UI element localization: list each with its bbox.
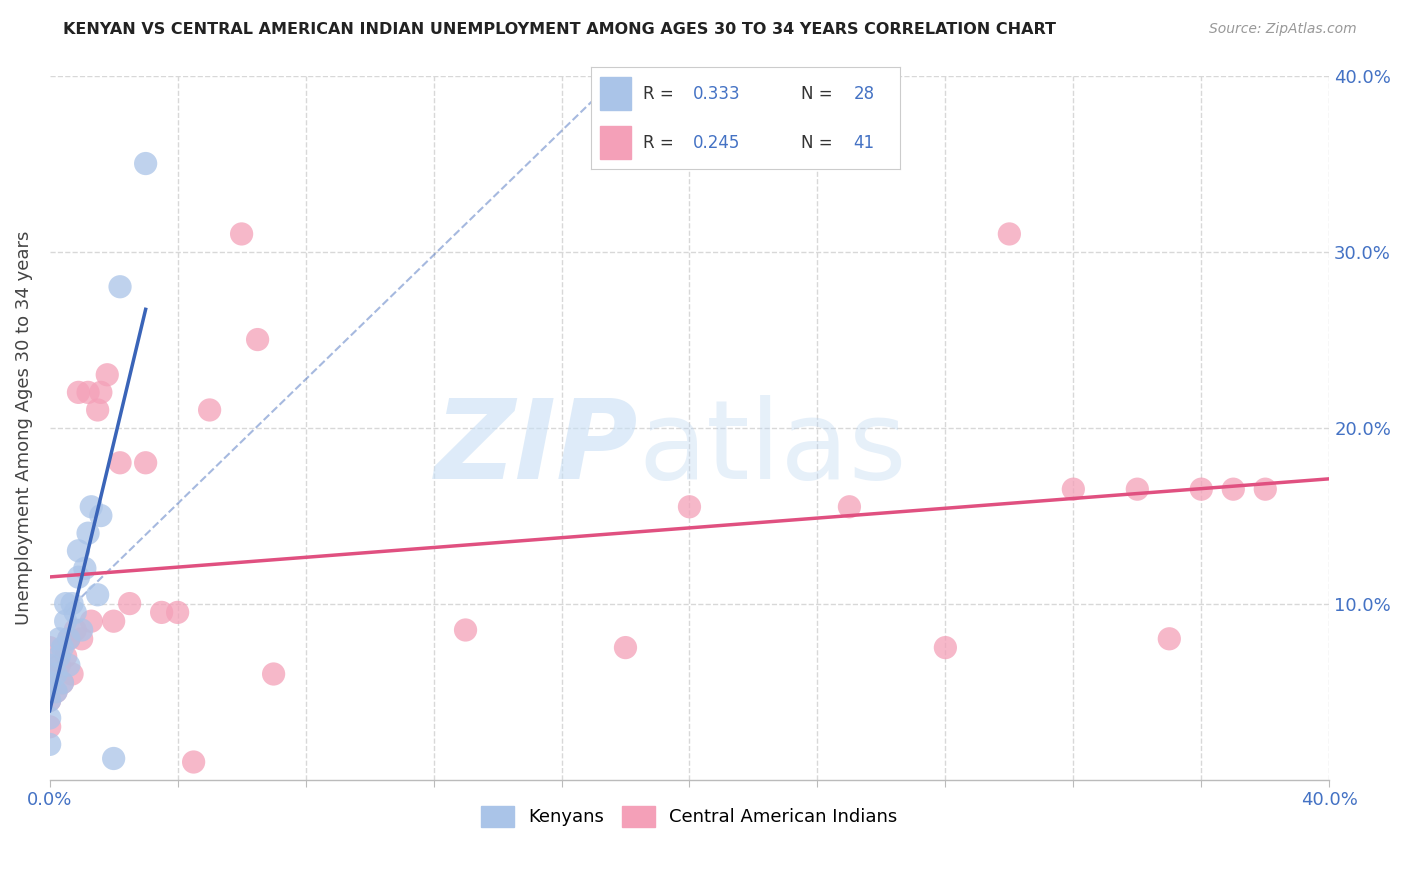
Point (103, 751, 125, 765)
Point (70, 623, 93, 637)
Point (55, 614, 77, 628)
Point (934, 640, 956, 655)
Text: ZIP: ZIP (434, 395, 638, 502)
Point (45, 667, 67, 681)
Point (60, 597, 83, 611)
Y-axis label: Unemployment Among Ages 30 to 34 years: Unemployment Among Ages 30 to 34 years (15, 230, 32, 624)
Point (58, 632, 80, 646)
Point (166, 606, 188, 620)
Text: 0.245: 0.245 (693, 134, 740, 152)
Point (614, 640, 637, 655)
Point (70, 632, 93, 646)
Point (67, 570, 90, 584)
Point (58, 632, 80, 646)
Point (48, 649, 70, 664)
Point (77, 385, 100, 400)
Point (80, 500, 103, 514)
Point (998, 227, 1021, 241)
Point (45, 684, 67, 698)
Point (1254, 482, 1277, 496)
Point (86, 588, 108, 602)
Point (135, 156, 157, 170)
Point (108, 456, 131, 470)
Point (45, 684, 67, 698)
Point (183, 755, 205, 769)
Point (55, 649, 77, 664)
Point (67, 385, 90, 400)
Text: 41: 41 (853, 134, 875, 152)
Bar (600, 77, 631, 110)
Text: R =: R = (643, 85, 679, 103)
Point (38, 720, 60, 734)
Bar (600, 127, 631, 159)
Point (1159, 632, 1181, 646)
Point (80, 614, 103, 628)
Point (86, 403, 108, 417)
Point (90, 385, 112, 400)
Point (246, 333, 269, 347)
Text: KENYAN VS CENTRAL AMERICAN INDIAN UNEMPLOYMENT AMONG AGES 30 TO 34 YEARS CORRELA: KENYAN VS CENTRAL AMERICAN INDIAN UNEMPL… (63, 22, 1056, 37)
Point (38, 667, 60, 681)
Point (67, 543, 90, 558)
Point (60, 667, 83, 681)
Point (48, 658, 70, 673)
Point (118, 597, 141, 611)
Point (38, 675, 60, 690)
Point (38, 693, 60, 707)
Legend: Kenyans, Central American Indians: Kenyans, Central American Indians (474, 798, 904, 834)
Text: 28: 28 (853, 85, 875, 103)
Point (55, 597, 77, 611)
Point (108, 279, 131, 293)
Text: Source: ZipAtlas.com: Source: ZipAtlas.com (1209, 22, 1357, 37)
Point (38, 738, 60, 752)
Point (103, 614, 125, 628)
Point (51, 640, 73, 655)
Point (58, 658, 80, 673)
Text: R =: R = (643, 134, 679, 152)
Text: atlas: atlas (638, 395, 907, 502)
Text: 0.333: 0.333 (693, 85, 740, 103)
Point (231, 227, 253, 241)
Point (838, 500, 860, 514)
Point (150, 606, 173, 620)
Point (1126, 482, 1149, 496)
Point (48, 632, 70, 646)
Point (198, 403, 221, 417)
Point (65, 623, 87, 637)
Point (51, 675, 73, 690)
Point (73, 561, 96, 575)
Point (65, 606, 87, 620)
Point (1222, 482, 1244, 496)
Point (135, 456, 157, 470)
Point (454, 623, 477, 637)
Point (38, 658, 60, 673)
Point (77, 526, 100, 541)
Point (1062, 482, 1084, 496)
Text: N =: N = (801, 85, 838, 103)
Point (38, 711, 60, 725)
Point (263, 667, 285, 681)
Text: N =: N = (801, 134, 838, 152)
Point (1189, 482, 1212, 496)
Point (38, 693, 60, 707)
Point (51, 675, 73, 690)
Point (38, 640, 60, 655)
Point (90, 508, 112, 523)
Point (678, 500, 700, 514)
Point (96, 368, 118, 382)
